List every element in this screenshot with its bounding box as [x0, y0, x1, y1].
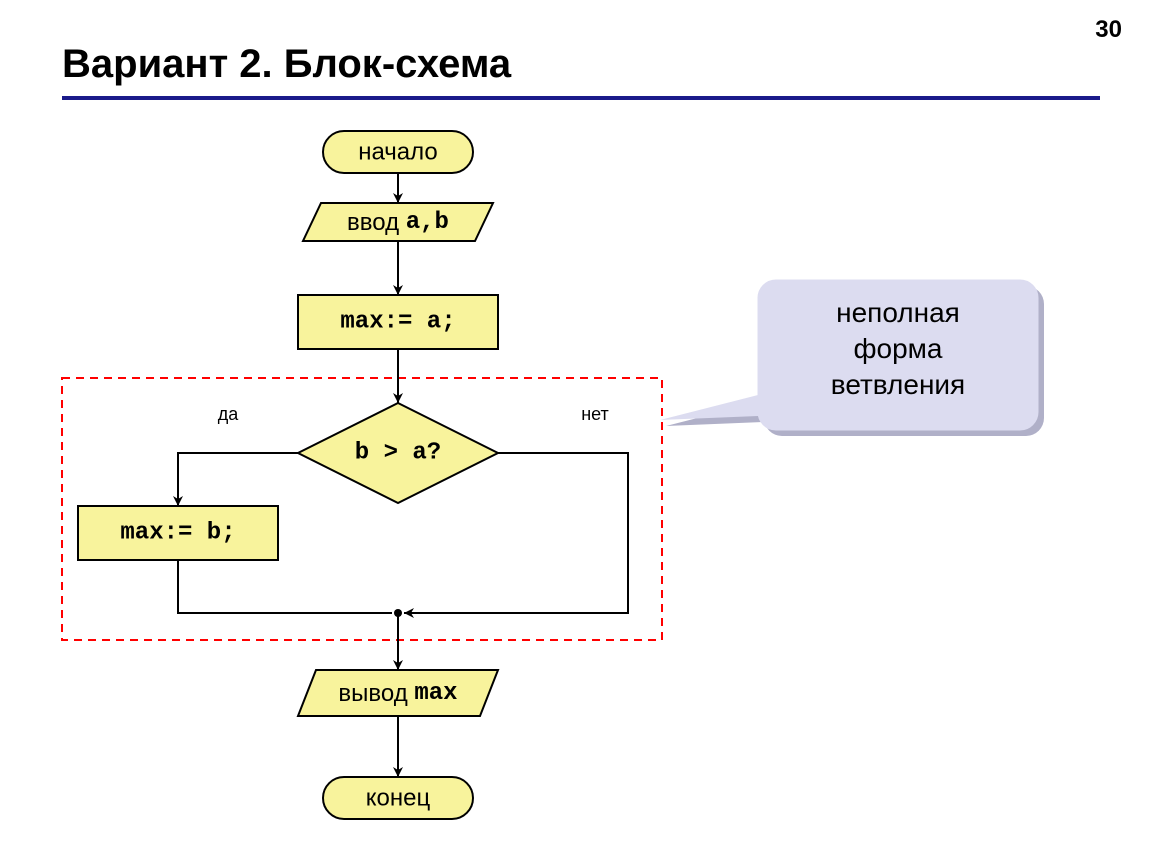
node-input: ввод a,b — [303, 203, 493, 241]
svg-text:ввод a,b: ввод a,b — [347, 209, 449, 236]
node-output: вывод max — [298, 670, 498, 716]
svg-text:конец: конец — [366, 785, 431, 812]
node-decision: b > a? — [298, 403, 498, 503]
svg-text:вывод max: вывод max — [338, 680, 457, 707]
svg-text:max:= b;: max:= b; — [120, 520, 235, 547]
svg-text:начало: начало — [358, 139, 438, 166]
node-end: конец — [323, 777, 473, 819]
node-assign_b: max:= b; — [78, 506, 278, 560]
flowchart-canvas: да нет начало ввод a,b max:= a; b > a? max:= b… — [0, 0, 1150, 864]
svg-text:b > a?: b > a? — [355, 440, 441, 467]
svg-text:max:= a;: max:= a; — [340, 309, 455, 336]
node-assign_a: max:= a; — [298, 295, 498, 349]
node-start: начало — [323, 131, 473, 173]
svg-text:да: да — [218, 404, 240, 424]
svg-text:нет: нет — [581, 404, 609, 424]
